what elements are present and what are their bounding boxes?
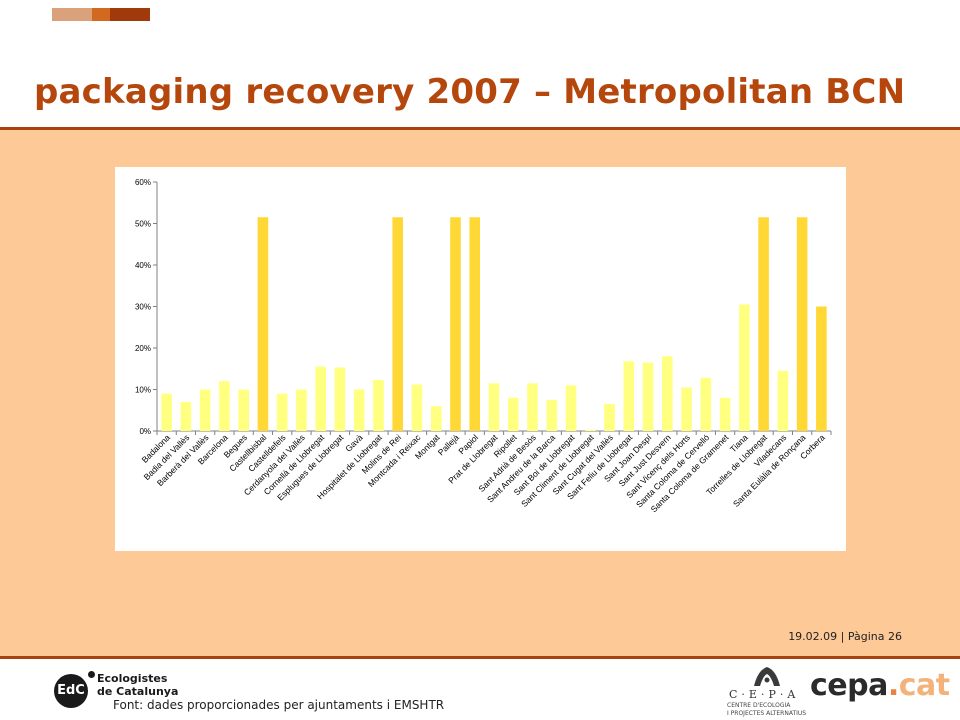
y-tick-label: 10%: [135, 386, 151, 395]
y-tick-label: 0%: [139, 427, 151, 436]
decor-swatch-light: [52, 8, 92, 21]
y-tick-label: 50%: [135, 220, 151, 229]
bar: [430, 406, 442, 431]
bar: [373, 379, 384, 431]
bar: [816, 306, 827, 431]
cepa-cat-word: cepa: [810, 668, 888, 703]
bar: [315, 366, 326, 431]
slide-title: packaging recovery 2007 – Metropolitan B…: [34, 72, 906, 112]
bar: [199, 389, 211, 431]
cepa-cat-tld: cat: [898, 668, 950, 703]
cepa-emblem-icon: [754, 667, 780, 686]
cepa-subtitle: CENTRE D'ECOLOGIA I PROJECTES ALTERNATIU…: [727, 702, 806, 718]
edc-mark: EdC: [57, 683, 85, 698]
x-tick-label: Pallejà: [436, 432, 461, 457]
bar: [681, 387, 692, 431]
bar: [296, 389, 307, 431]
bar: [469, 217, 481, 431]
date-page-label: 19.02.09 | Pàgina 26: [788, 630, 902, 643]
bar: [353, 389, 365, 431]
edc-name-line1: Ecologistes: [97, 672, 168, 685]
cepa-cat-dot: .: [887, 668, 899, 703]
bar: [161, 393, 172, 431]
bar: [507, 397, 519, 431]
source-note: Font: dades proporcionades per ajuntamen…: [113, 698, 445, 712]
bar: [700, 377, 712, 431]
top-rule: [0, 127, 960, 130]
edc-name: Ecologistes de Catalunya: [97, 672, 178, 698]
y-tick-label: 30%: [135, 303, 151, 312]
decor-swatch-dark: [110, 8, 150, 21]
bar: [565, 385, 577, 431]
bar: [450, 217, 461, 431]
y-tick-label: 20%: [135, 344, 151, 353]
edc-name-line2: de Catalunya: [97, 685, 179, 698]
bar: [219, 381, 230, 431]
bar: [238, 389, 249, 431]
bar: [662, 356, 673, 431]
bar: [642, 362, 654, 431]
bar: [719, 397, 731, 431]
cepa-sub-line1: CENTRE D'ECOLOGIA: [727, 702, 791, 709]
bar: [777, 370, 789, 431]
bottom-rule: [0, 656, 960, 659]
bar: [276, 393, 288, 431]
bar: [334, 367, 346, 431]
bar: [758, 217, 769, 431]
bar: [796, 217, 808, 431]
cepa-sub-line2: I PROJECTES ALTERNATIUS: [727, 710, 807, 717]
bar: [584, 429, 596, 431]
y-tick-label: 60%: [135, 178, 151, 187]
ecologistes-logo: EdC: [54, 674, 88, 708]
bar: [180, 401, 192, 431]
bar: [739, 304, 750, 431]
bar: [488, 383, 500, 431]
bar: [257, 217, 269, 431]
bar: [623, 361, 635, 431]
bar: [604, 404, 615, 431]
y-tick-label: 40%: [135, 261, 151, 270]
edc-logo-dot: [88, 671, 95, 678]
bar: [546, 399, 558, 431]
cepa-cat-logo: cepa.cat: [810, 668, 950, 703]
decor-swatch-orange: [92, 8, 110, 21]
bar: [392, 217, 404, 431]
chart-container: 0% 10% 20% 30% 40% 50% 60% Badalona Badia del Va…: [115, 167, 846, 551]
cepa-letters: C·E·P·A: [729, 688, 800, 701]
bar: [411, 384, 423, 431]
bar: [527, 383, 538, 431]
